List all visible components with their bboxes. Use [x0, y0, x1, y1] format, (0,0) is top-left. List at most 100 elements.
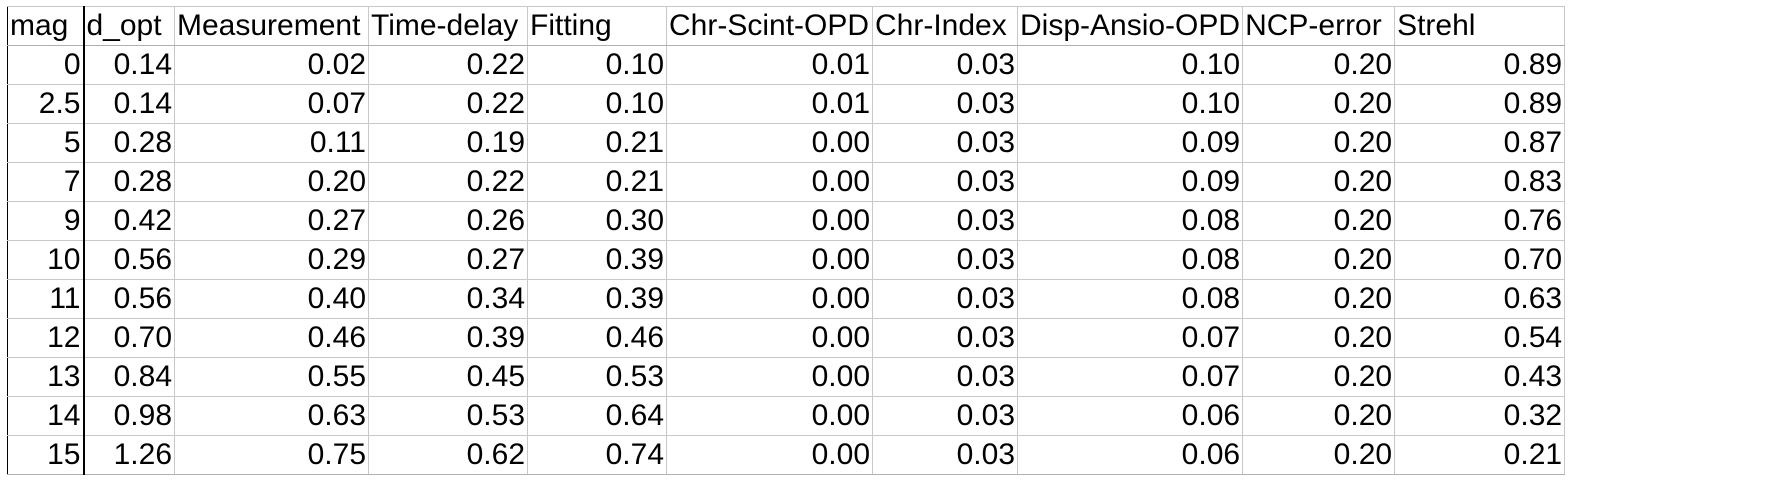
- table-cell[interactable]: 0.14: [82, 84, 175, 124]
- table-cell[interactable]: 0.08: [1016, 201, 1244, 241]
- table-cell[interactable]: 0.39: [368, 318, 528, 358]
- table-cell[interactable]: 0.00: [666, 123, 873, 163]
- column-header-d-opt[interactable]: d_opt: [82, 6, 175, 46]
- table-cell[interactable]: 0.00: [666, 240, 873, 280]
- table-cell[interactable]: 0.43: [1394, 357, 1566, 397]
- table-cell[interactable]: 9: [7, 201, 84, 241]
- table-cell[interactable]: 0: [7, 45, 84, 85]
- table-cell[interactable]: 0.27: [368, 240, 528, 280]
- table-cell[interactable]: 0.19: [368, 123, 528, 163]
- table-cell[interactable]: 0.10: [1016, 84, 1244, 124]
- table-cell[interactable]: 14: [7, 396, 84, 436]
- table-cell[interactable]: 11: [7, 279, 84, 319]
- table-cell[interactable]: 0.87: [1394, 123, 1566, 163]
- table-cell[interactable]: 0.56: [82, 279, 175, 319]
- table-cell[interactable]: 5: [7, 123, 84, 163]
- table-cell[interactable]: 0.09: [1016, 123, 1244, 163]
- table-cell[interactable]: 0.39: [527, 279, 667, 319]
- table-cell[interactable]: 0.03: [872, 396, 1018, 436]
- table-cell[interactable]: 0.89: [1394, 45, 1566, 85]
- table-cell[interactable]: 0.21: [1394, 435, 1566, 475]
- table-cell[interactable]: 0.07: [1016, 318, 1244, 358]
- table-cell[interactable]: 0.70: [1394, 240, 1566, 280]
- table-cell[interactable]: 0.20: [1242, 162, 1396, 202]
- column-header-measurement[interactable]: Measurement: [174, 6, 369, 46]
- table-cell[interactable]: 0.03: [872, 84, 1018, 124]
- table-cell[interactable]: 0.75: [174, 435, 369, 475]
- table-cell[interactable]: 0.20: [1242, 318, 1396, 358]
- table-cell[interactable]: 0.22: [368, 162, 528, 202]
- column-header-strehl[interactable]: Strehl: [1394, 6, 1566, 46]
- table-cell[interactable]: 0.14: [82, 45, 175, 85]
- table-cell[interactable]: 0.28: [82, 123, 175, 163]
- column-header-time-delay[interactable]: Time-delay: [368, 6, 528, 46]
- table-cell[interactable]: 0.20: [1242, 240, 1396, 280]
- table-cell[interactable]: 0.89: [1394, 84, 1566, 124]
- table-cell[interactable]: 7: [7, 162, 84, 202]
- table-cell[interactable]: 0.27: [174, 201, 369, 241]
- table-cell[interactable]: 0.20: [1242, 84, 1396, 124]
- table-cell[interactable]: 0.40: [174, 279, 369, 319]
- table-cell[interactable]: 0.10: [527, 84, 667, 124]
- table-cell[interactable]: 12: [7, 318, 84, 358]
- table-cell[interactable]: 0.28: [82, 162, 175, 202]
- column-header-disp-ansio-opd[interactable]: Disp-Ansio-OPD: [1016, 6, 1244, 46]
- table-cell[interactable]: 0.42: [82, 201, 175, 241]
- table-cell[interactable]: 0.20: [1242, 357, 1396, 397]
- table-cell[interactable]: 0.01: [666, 45, 873, 85]
- table-cell[interactable]: 0.22: [368, 84, 528, 124]
- table-cell[interactable]: 0.20: [1242, 279, 1396, 319]
- table-cell[interactable]: 0.09: [1016, 162, 1244, 202]
- table-cell[interactable]: 0.45: [368, 357, 528, 397]
- table-cell[interactable]: 0.20: [1242, 435, 1396, 475]
- table-cell[interactable]: 0.63: [174, 396, 369, 436]
- table-cell[interactable]: 0.20: [1242, 123, 1396, 163]
- table-cell[interactable]: 0.10: [1016, 45, 1244, 85]
- table-cell[interactable]: 0.00: [666, 162, 873, 202]
- table-cell[interactable]: 0.22: [368, 45, 528, 85]
- table-cell[interactable]: 0.00: [666, 279, 873, 319]
- table-cell[interactable]: 0.39: [527, 240, 667, 280]
- table-cell[interactable]: 0.11: [174, 123, 369, 163]
- table-cell[interactable]: 0.98: [82, 396, 175, 436]
- table-cell[interactable]: 15: [7, 435, 84, 475]
- table-cell[interactable]: 13: [7, 357, 84, 397]
- table-cell[interactable]: 0.08: [1016, 240, 1244, 280]
- table-cell[interactable]: 0.03: [872, 123, 1018, 163]
- table-cell[interactable]: 2.5: [7, 84, 84, 124]
- table-cell[interactable]: 0.46: [174, 318, 369, 358]
- table-cell[interactable]: 1.26: [82, 435, 175, 475]
- table-cell[interactable]: 0.30: [527, 201, 667, 241]
- table-cell[interactable]: 0.20: [1242, 396, 1396, 436]
- table-cell[interactable]: 0.34: [368, 279, 528, 319]
- table-cell[interactable]: 0.64: [527, 396, 667, 436]
- table-cell[interactable]: 0.46: [527, 318, 667, 358]
- column-header-chr-scint-opd[interactable]: Chr-Scint-OPD: [666, 6, 873, 46]
- column-header-ncp-error[interactable]: NCP-error: [1242, 6, 1396, 46]
- table-cell[interactable]: 10: [7, 240, 84, 280]
- table-cell[interactable]: 0.03: [872, 45, 1018, 85]
- table-cell[interactable]: 0.00: [666, 201, 873, 241]
- table-cell[interactable]: 0.20: [1242, 201, 1396, 241]
- table-cell[interactable]: 0.29: [174, 240, 369, 280]
- table-cell[interactable]: 0.03: [872, 162, 1018, 202]
- table-cell[interactable]: 0.02: [174, 45, 369, 85]
- table-cell[interactable]: 0.01: [666, 84, 873, 124]
- table-cell[interactable]: 0.63: [1394, 279, 1566, 319]
- column-header-mag[interactable]: mag: [7, 6, 84, 46]
- table-cell[interactable]: 0.20: [174, 162, 369, 202]
- table-cell[interactable]: 0.76: [1394, 201, 1566, 241]
- table-cell[interactable]: 0.62: [368, 435, 528, 475]
- column-header-fitting[interactable]: Fitting: [527, 6, 667, 46]
- table-cell[interactable]: 0.08: [1016, 279, 1244, 319]
- table-cell[interactable]: 0.06: [1016, 396, 1244, 436]
- table-cell[interactable]: 0.03: [872, 435, 1018, 475]
- table-cell[interactable]: 0.06: [1016, 435, 1244, 475]
- column-header-chr-index[interactable]: Chr-Index: [872, 6, 1018, 46]
- table-cell[interactable]: 0.26: [368, 201, 528, 241]
- table-cell[interactable]: 0.07: [174, 84, 369, 124]
- table-cell[interactable]: 0.54: [1394, 318, 1566, 358]
- table-cell[interactable]: 0.00: [666, 396, 873, 436]
- table-cell[interactable]: 0.70: [82, 318, 175, 358]
- table-cell[interactable]: 0.03: [872, 357, 1018, 397]
